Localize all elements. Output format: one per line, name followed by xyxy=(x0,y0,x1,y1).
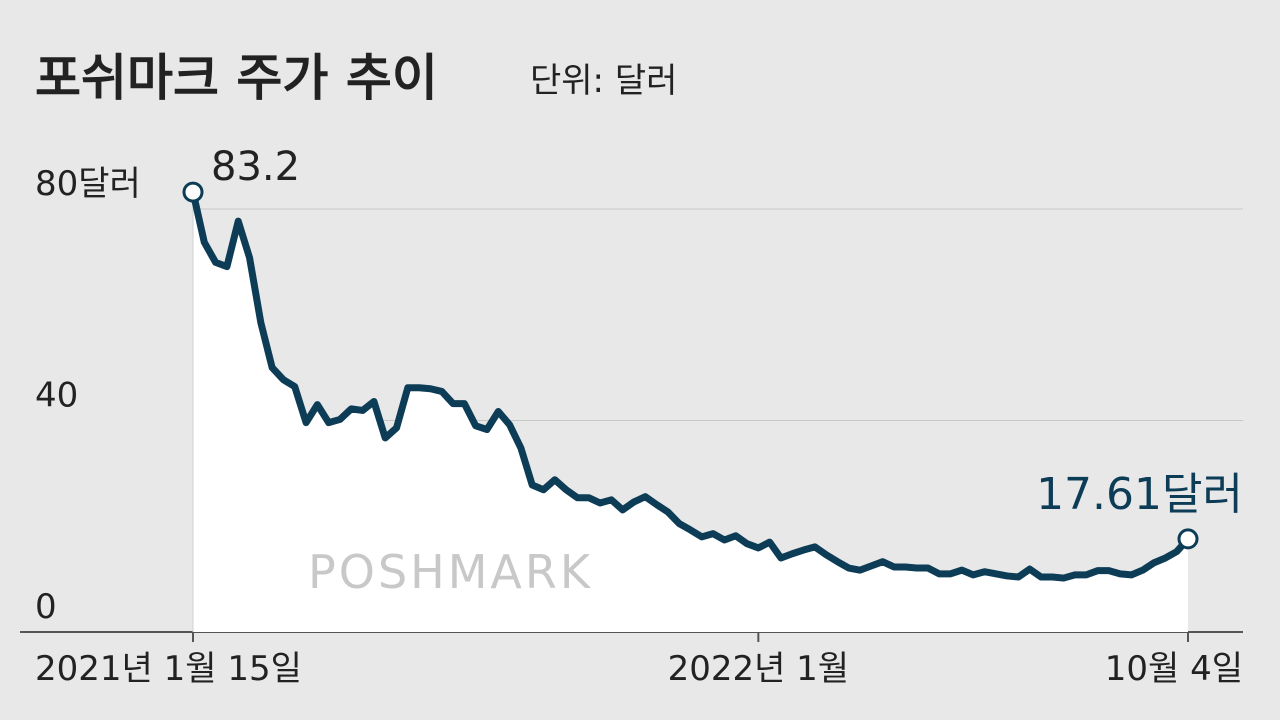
point-marker xyxy=(182,181,204,203)
x-tick-label: 2021년 1월 15일 xyxy=(35,649,302,689)
value-label: 17.61달러 xyxy=(1036,469,1243,520)
area xyxy=(193,192,1188,632)
chart-title: 포쉬마크 주가 추이 xyxy=(35,49,438,107)
point-marker xyxy=(1177,528,1199,550)
y-tick-label: 0 xyxy=(35,587,57,627)
x-tick-label: 10월 4일 xyxy=(1105,649,1243,689)
y-tick-label: 80달러 xyxy=(35,164,141,204)
y-tick-label: 40 xyxy=(35,376,78,416)
value-label: 83.2 xyxy=(211,144,300,190)
chart-subtitle: 단위: 달러 xyxy=(530,61,677,101)
watermark: POSHMARK xyxy=(308,545,593,599)
line xyxy=(189,188,1192,582)
x-tick-label: 2022년 1월 xyxy=(668,649,850,689)
